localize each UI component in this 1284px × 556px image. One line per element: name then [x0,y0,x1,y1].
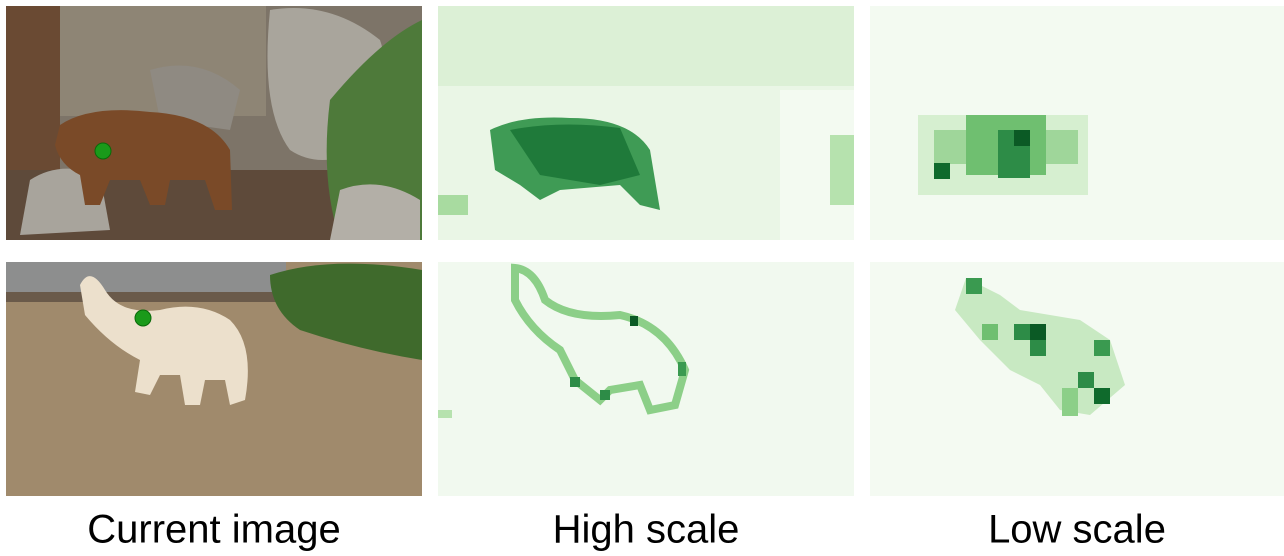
low-scale-map-bear [870,6,1284,240]
caption: High scale [553,508,740,552]
caption: Low scale [988,508,1166,552]
bear-photo [6,6,422,240]
caption: Current image [87,508,340,552]
high-scale-map-dog [438,262,854,496]
figure: Current image High scale Low scale [0,0,1284,556]
low-scale-map-dog [870,262,1284,496]
high-scale-map-bear [438,6,854,240]
dog-photo [6,262,422,496]
